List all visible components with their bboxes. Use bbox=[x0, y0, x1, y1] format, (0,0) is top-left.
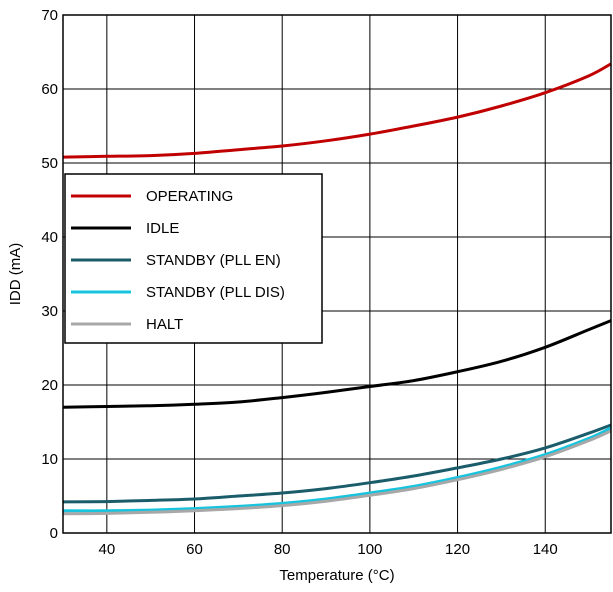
legend-label: HALT bbox=[146, 316, 183, 333]
legend: OPERATING IDLE STANDBY (PLL EN) STANDBY (PL… bbox=[64, 173, 323, 344]
x-tick-label: 140 bbox=[533, 541, 558, 558]
y-tick-label: 10 bbox=[41, 451, 58, 468]
series-line-3 bbox=[62, 426, 612, 513]
legend-label: OPERATING bbox=[146, 188, 233, 205]
series-line-4 bbox=[62, 429, 612, 516]
x-tick-label: 100 bbox=[357, 541, 382, 558]
legend-label: IDLE bbox=[146, 220, 179, 237]
x-axis-label: Temperature (°C) bbox=[279, 567, 394, 584]
y-tick-label: 0 bbox=[50, 525, 58, 542]
series-line-1 bbox=[62, 319, 612, 409]
legend-label: STANDBY (PLL DIS) bbox=[146, 284, 285, 301]
series-layer bbox=[62, 62, 612, 516]
y-axis-label: IDD (mA) bbox=[7, 243, 24, 306]
x-tick-label: 40 bbox=[98, 541, 115, 558]
series-line-2 bbox=[62, 423, 612, 504]
x-tick-label: 80 bbox=[274, 541, 291, 558]
y-tick-label: 20 bbox=[41, 377, 58, 394]
y-tick-label: 60 bbox=[41, 81, 58, 98]
x-tick-labels: 40 60 80 100 120 140 bbox=[98, 541, 557, 558]
x-tick-label: 60 bbox=[186, 541, 203, 558]
y-tick-label: 50 bbox=[41, 155, 58, 172]
y-tick-label: 40 bbox=[41, 229, 58, 246]
legend-label: STANDBY (PLL EN) bbox=[146, 252, 281, 269]
series-line-0 bbox=[62, 62, 612, 159]
plot-border bbox=[62, 14, 612, 534]
y-tick-label: 70 bbox=[41, 7, 58, 24]
y-tick-labels: 0 10 20 30 40 50 60 70 bbox=[41, 7, 58, 542]
x-tick-label: 120 bbox=[445, 541, 470, 558]
y-tick-label: 30 bbox=[41, 303, 58, 320]
